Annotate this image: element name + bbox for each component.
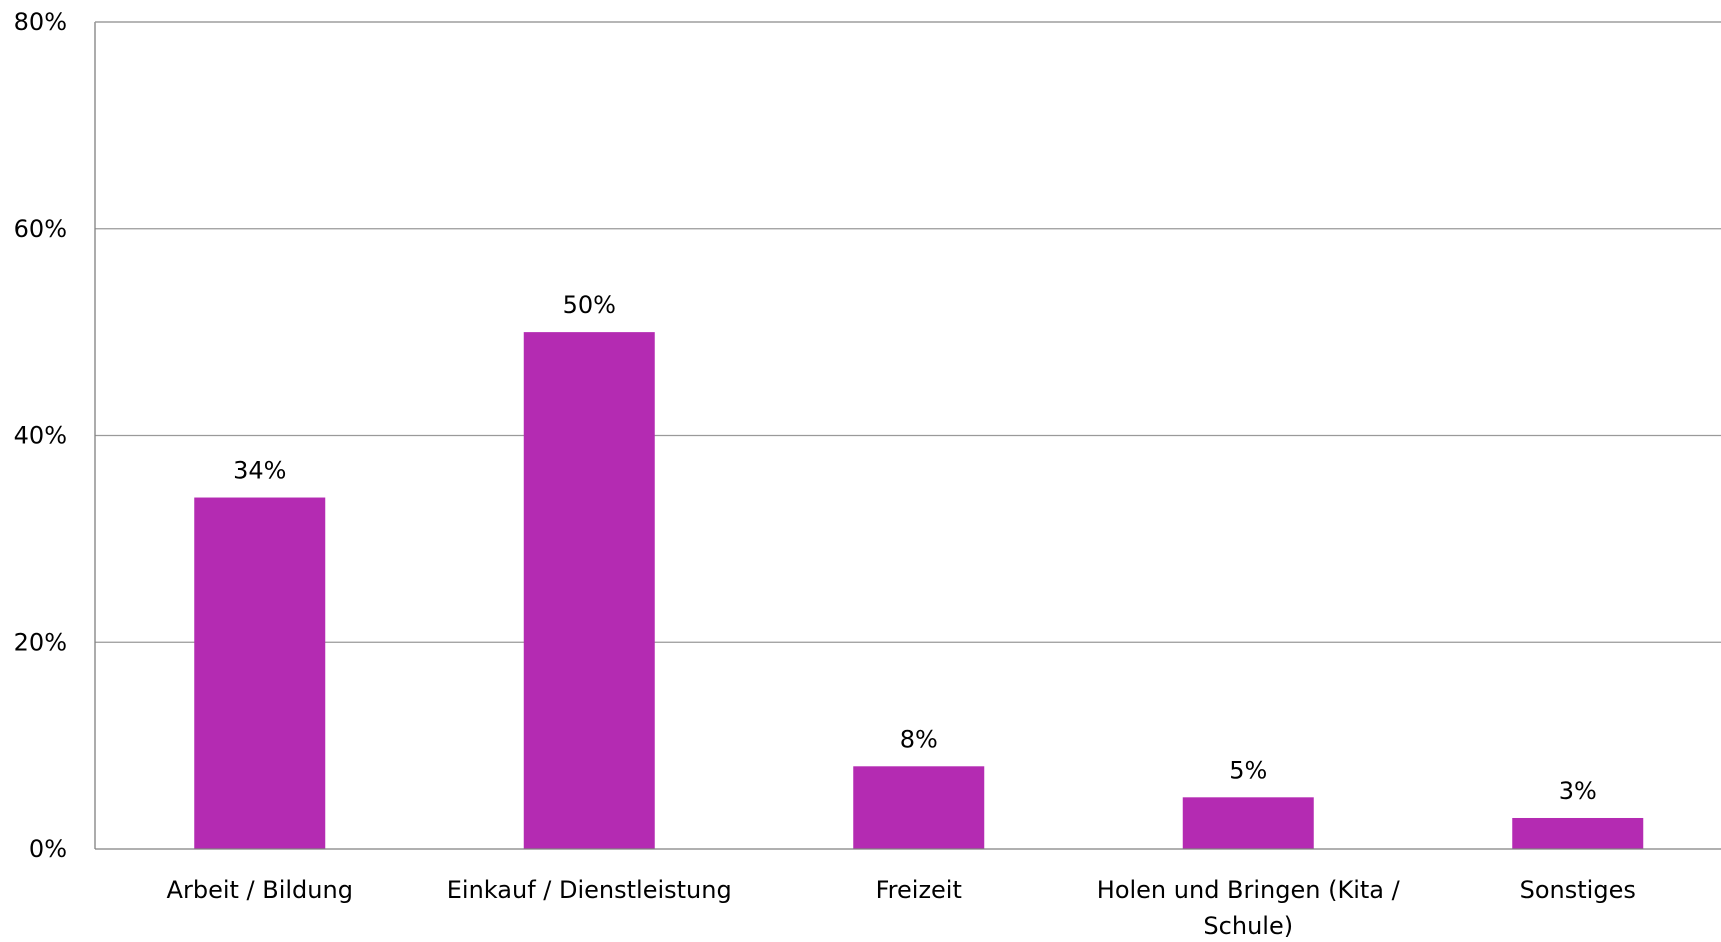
data-label: 3% (1559, 777, 1597, 805)
x-tick-label: Sonstiges (1520, 876, 1636, 904)
bar (1182, 797, 1314, 849)
x-tick-label-line: Einkauf / Dienstleistung (447, 876, 732, 904)
bars (194, 332, 1644, 849)
y-tick-label: 0% (29, 835, 67, 863)
axes (94, 21, 1721, 850)
data-label: 8% (900, 725, 938, 753)
x-tick-label-line: Sonstiges (1520, 876, 1636, 904)
y-tick-label: 40% (14, 422, 67, 450)
x-tick-labels: Arbeit / Bildung Einkauf / Dienstleistung… (167, 876, 1636, 940)
x-tick-label-line: Arbeit / Bildung (167, 876, 353, 904)
bar (523, 332, 655, 849)
data-label: 50% (563, 291, 616, 319)
y-tick-label: 80% (14, 8, 67, 36)
bar (853, 766, 985, 849)
data-label: 5% (1229, 756, 1267, 784)
x-tick-label: Arbeit / Bildung (167, 876, 353, 904)
x-tick-label: Einkauf / Dienstleistung (447, 876, 732, 904)
x-tick-label-line: Freizeit (876, 876, 962, 904)
x-tick-label: Holen und Bringen (Kita / Schule) (1097, 876, 1401, 937)
data-label: 34% (233, 457, 286, 485)
bar (1512, 817, 1644, 849)
gridlines (95, 21, 1721, 643)
bar (194, 497, 326, 849)
y-tick-label: 20% (14, 628, 67, 656)
x-tick-label-line: Schule) (1203, 912, 1293, 937)
y-tick-label: 60% (14, 215, 67, 243)
data-labels: 34% 50% 8% 5% 3% (233, 291, 1597, 805)
x-tick-label-line: Holen und Bringen (Kita / (1097, 876, 1401, 904)
x-tick-label: Freizeit (876, 876, 962, 904)
y-tick-labels: 0% 20% 40% 60% 80% (14, 8, 67, 863)
